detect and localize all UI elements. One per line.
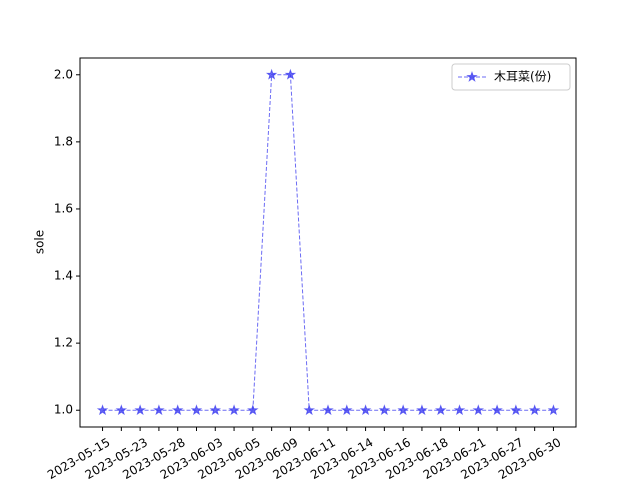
- marker: [115, 404, 128, 416]
- y-tick-label: 2.0: [54, 67, 73, 81]
- marker: [359, 404, 372, 416]
- y-tick-label: 1.8: [54, 134, 73, 148]
- marker: [134, 404, 146, 416]
- marker: [303, 404, 315, 416]
- plot-frame: [79, 57, 577, 428]
- marker: [322, 404, 334, 416]
- marker: [190, 404, 203, 416]
- legend-label: 木耳菜(份): [494, 70, 551, 84]
- marker: [153, 404, 165, 416]
- marker: [453, 404, 466, 416]
- series-line: [102, 74, 554, 411]
- marker: [510, 404, 522, 416]
- y-tick-label: 1.4: [54, 269, 73, 283]
- marker: [472, 404, 485, 416]
- marker: [265, 68, 278, 80]
- marker: [378, 404, 391, 416]
- y-tick-label: 1.2: [54, 336, 73, 350]
- marker: [397, 404, 409, 416]
- y-tick-label: 1.6: [54, 201, 73, 215]
- marker: [547, 404, 560, 416]
- marker: [247, 404, 259, 416]
- marker: [96, 404, 109, 416]
- marker: [284, 68, 297, 80]
- y-axis-label: sole: [33, 230, 47, 254]
- marker: [416, 404, 428, 416]
- marker: [341, 404, 353, 416]
- marker: [228, 404, 240, 416]
- marker: [528, 404, 541, 416]
- legend-box: [451, 63, 571, 91]
- legend-marker: [466, 70, 478, 82]
- marker: [491, 404, 503, 416]
- marker: [209, 404, 222, 416]
- y-tick-label: 1.0: [54, 403, 73, 417]
- marker: [171, 404, 184, 416]
- marker: [434, 404, 447, 416]
